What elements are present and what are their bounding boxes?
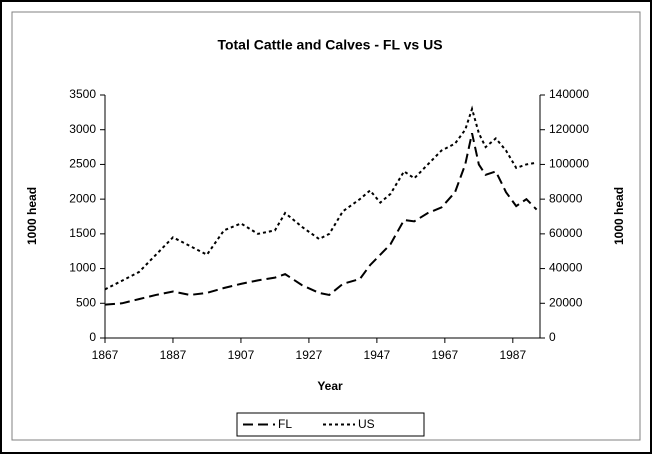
- x-tick-label: 1927: [296, 348, 323, 362]
- y2-tick-label: 80000: [549, 191, 583, 205]
- y2-tick-label: 120000: [549, 122, 589, 136]
- x-tick-label: 1947: [364, 348, 391, 362]
- x-tick-label: 1907: [228, 348, 255, 362]
- chart-title: Total Cattle and Calves - FL vs US: [217, 37, 442, 53]
- y2-tick-label: 20000: [549, 295, 583, 309]
- series-line: [104, 132, 538, 306]
- y-tick-label: 1000: [69, 261, 96, 275]
- x-tick-label: 1887: [160, 348, 187, 362]
- y-tick-label: 3000: [69, 122, 96, 136]
- y-tick-label: 2000: [69, 191, 96, 205]
- y-axis-label: 1000 head: [25, 187, 39, 245]
- x-tick-label: 1867: [92, 348, 119, 362]
- series-line: [104, 105, 537, 291]
- y2-tick-label: 100000: [549, 157, 589, 171]
- legend-label: US: [358, 417, 375, 431]
- chart-frame: [11, 11, 641, 441]
- y2-axis-label: 1000 head: [612, 187, 626, 245]
- x-axis-label: Year: [317, 379, 343, 393]
- y-tick-label: 0: [89, 330, 96, 344]
- y-tick-label: 2500: [69, 157, 96, 171]
- y2-tick-label: 0: [549, 330, 556, 344]
- y-tick-label: 500: [76, 295, 96, 309]
- y2-tick-label: 140000: [549, 87, 589, 101]
- y-tick-label: 3500: [69, 87, 96, 101]
- y-tick-label: 1500: [69, 226, 96, 240]
- x-tick-label: 1987: [499, 348, 526, 362]
- y2-tick-label: 40000: [549, 261, 583, 275]
- x-tick-label: 1967: [431, 348, 458, 362]
- legend-label: FL: [278, 417, 292, 431]
- y2-tick-label: 60000: [549, 226, 583, 240]
